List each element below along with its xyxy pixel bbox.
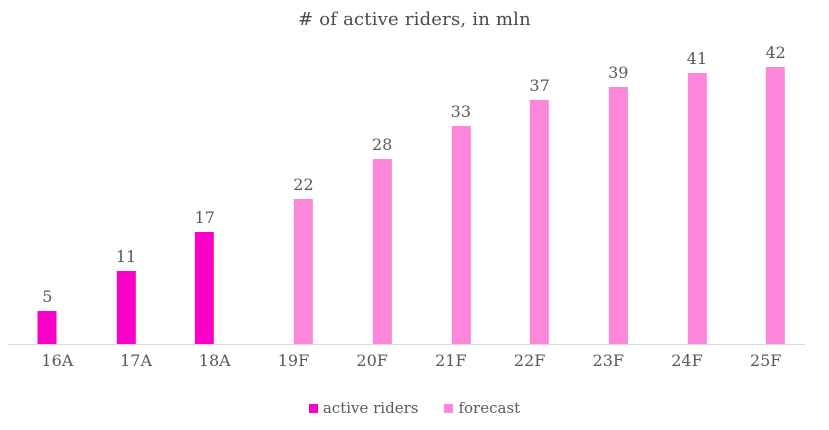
legend-label: active riders (322, 399, 419, 417)
category-slot: 17 18A (175, 40, 254, 370)
x-axis-label: 18A (198, 351, 231, 370)
x-axis-label: 25F (749, 351, 782, 370)
category-slot: 42 25F (726, 40, 805, 370)
value-label: 17 (194, 208, 215, 228)
bar-16A (37, 311, 57, 344)
value-label: 42 (765, 43, 786, 63)
category-slot: 28 20F (333, 40, 412, 370)
bar-group: 11 (116, 248, 136, 344)
bar-group: 41 (687, 50, 707, 344)
bar-group: 37 (529, 76, 550, 344)
value-label: 37 (529, 76, 550, 96)
category-slot: 33 21F (412, 40, 491, 370)
category-slot: 39 23F (569, 40, 648, 370)
x-axis-label: 23F (592, 351, 624, 370)
plot-area: 5 16A 11 17A 17 18A 22 19F 28 20F 33 21F 37 22F 39 23F 4… (18, 40, 805, 370)
bar-group: 17 (195, 209, 215, 344)
category-slot: 11 17A (97, 40, 176, 370)
x-axis-line (8, 344, 805, 345)
category-slot: 5 16A (18, 40, 97, 370)
x-axis-label: 20F (356, 351, 388, 370)
chart-title: # of active riders, in mln (298, 9, 531, 30)
value-label: 11 (115, 247, 137, 267)
x-axis-label: 16A (41, 351, 74, 370)
value-label: 28 (371, 135, 393, 155)
bar-group: 22 (293, 175, 314, 344)
legend: active riders forecast (0, 399, 829, 417)
bar-21F (451, 126, 471, 344)
bar-18A (195, 232, 215, 344)
bar-group: 28 (372, 136, 392, 344)
x-axis-label: 17A (120, 351, 153, 370)
bar-group: 5 (37, 287, 57, 344)
x-axis-label: 21F (435, 351, 467, 370)
value-label: 5 (42, 287, 53, 307)
category-slot: 41 24F (648, 40, 727, 370)
x-axis-label: 19F (277, 351, 310, 370)
bar-17A (116, 271, 136, 344)
bar-23F (608, 87, 628, 344)
value-label: 22 (293, 175, 314, 195)
bar-22F (530, 100, 550, 344)
bar-25F (766, 67, 786, 344)
bar-20F (372, 159, 392, 344)
bar-19F (293, 199, 313, 344)
value-label: 39 (608, 63, 629, 83)
bar-group: 42 (765, 43, 786, 344)
legend-label: forecast (458, 399, 521, 417)
category-slot: 37 22F (490, 40, 569, 370)
x-axis-label: 22F (513, 351, 546, 370)
bar-24F (687, 73, 707, 344)
legend-swatch-icon (308, 403, 318, 413)
value-label: 41 (686, 49, 708, 69)
bar-group: 39 (608, 64, 628, 344)
value-label: 33 (450, 102, 472, 122)
x-axis-label: 24F (671, 351, 703, 370)
legend-swatch-icon (444, 403, 454, 413)
legend-item: forecast (444, 399, 520, 417)
legend-item: active riders (308, 399, 419, 417)
category-slot: 22 19F (254, 40, 333, 370)
bar-group: 33 (451, 103, 471, 344)
